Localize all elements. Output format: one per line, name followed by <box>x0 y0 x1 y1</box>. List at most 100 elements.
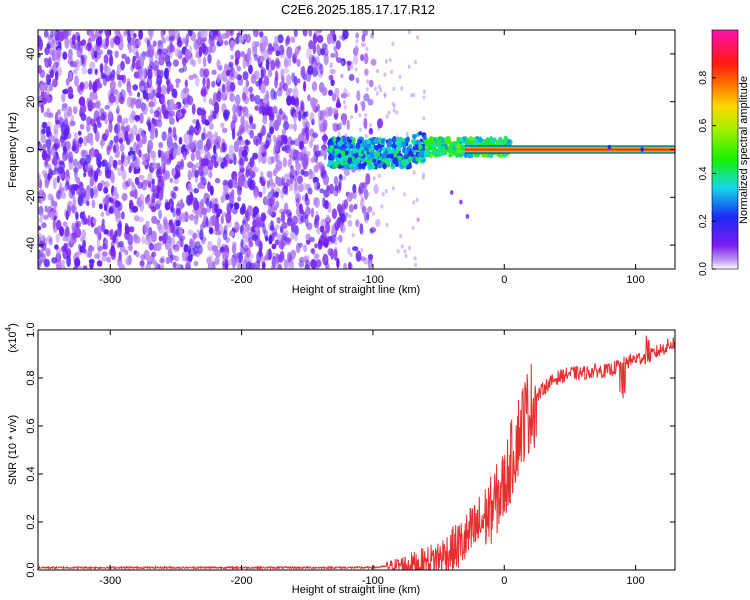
spectrogram-noise-cell <box>391 41 395 46</box>
spectrogram-noise-cell <box>208 171 213 179</box>
spectrogram-noise-cell <box>221 69 228 82</box>
spectrogram-signal-cell <box>367 139 371 145</box>
spectrogram-noise-cell <box>119 143 125 152</box>
spectrogram-signal-cell <box>459 137 464 143</box>
spectrogram-noise-cell <box>355 249 359 254</box>
spectrogram-signal-cell <box>507 138 512 145</box>
spectrogram-noise-cell <box>308 57 315 66</box>
spectrogram-noise-cell <box>368 79 374 88</box>
spectrogram-noise-cell <box>194 169 199 178</box>
spectrogram-noise-cell <box>214 177 221 184</box>
spectrogram-noise-cell <box>328 183 335 195</box>
spectrogram-noise-cell <box>220 215 224 225</box>
spectrogram-noise-cell <box>126 81 132 93</box>
spectrogram-noise-cell <box>280 239 284 251</box>
spectrogram-noise-cell <box>147 196 152 209</box>
spectrogram-noise-cell <box>110 172 115 184</box>
spectrogram-noise-cell <box>67 106 73 117</box>
spectrogram-noise-cell <box>73 68 78 75</box>
spectrogram-noise-cell <box>237 196 242 202</box>
spectrogram-noise-cell <box>217 87 222 100</box>
spectrogram-noise-cell <box>321 109 328 116</box>
spectrogram-noise-cell <box>358 113 362 118</box>
spectrogram-noise-cell <box>227 258 234 266</box>
spectrogram-noise-cell <box>333 34 337 42</box>
spectrogram-noise-cell <box>246 50 251 58</box>
spectrogram-noise-cell <box>321 43 328 50</box>
spectrogram-noise-cell <box>60 259 66 267</box>
spectrogram-noise-cell <box>295 193 301 204</box>
spectrogram-noise-cell <box>112 159 118 169</box>
spectrogram-noise-cell <box>287 56 292 67</box>
figure-title: C2E6.2025.185.17.17.R12 <box>281 2 435 17</box>
spectrogram-noise-cell <box>115 133 120 143</box>
spectrogram-noise-cell <box>400 244 404 249</box>
spectrogram-noise-cell <box>248 115 254 125</box>
spectrogram-noise-cell <box>249 93 255 102</box>
spectrogram-signal-cell <box>327 147 333 152</box>
spectrogram-noise-cell <box>156 69 161 79</box>
spectrogram-noise-cell <box>272 231 279 238</box>
spectrogram-noise-cell <box>338 35 342 40</box>
spectrogram-noise-cell <box>101 218 105 225</box>
spectrogram-signal-cell <box>467 152 473 159</box>
spectrogram-noise-cell <box>74 257 81 268</box>
spectrogram-noise-cell <box>317 34 324 44</box>
spectrogram-noise-cell <box>118 137 123 144</box>
snr-y-scale-exponent: 4 <box>4 326 13 331</box>
spectrogram-noise-cell <box>340 92 348 99</box>
spectrogram-noise-cell <box>329 62 333 69</box>
spectrogram-noise-cell <box>396 249 400 254</box>
spectrogram-noise-cell <box>203 163 209 176</box>
spectrogram-noise-cell <box>234 104 241 114</box>
spectrogram-noise-cell <box>367 253 374 261</box>
x-tick-label: -100 <box>362 274 384 286</box>
spectrogram-noise-cell <box>365 47 369 52</box>
y-tick-label: 0.8 <box>25 370 37 385</box>
spectrogram-noise-cell <box>66 200 73 212</box>
spectrogram-noise-cell <box>295 242 301 254</box>
spectrogram-noise-cell <box>193 245 199 255</box>
spectrogram-noise-cell <box>302 158 308 166</box>
spectrogram-noise-cell <box>212 247 218 256</box>
spectrogram-noise-cell <box>314 253 320 259</box>
spectrogram-noise-cell <box>134 157 141 170</box>
spectrogram-noise-cell <box>151 206 157 213</box>
spectrogram-noise-cell <box>281 128 287 135</box>
spectrogram-noise-cell <box>151 161 157 171</box>
spectrogram-noise-cell <box>65 77 70 87</box>
spectrogram-signal-cell <box>401 160 406 166</box>
spectrogram-noise-cell <box>390 69 394 75</box>
spectrogram-noise-cell <box>207 115 213 123</box>
spectrogram-noise-cell <box>220 122 225 129</box>
spectrogram-noise-cell <box>151 260 158 265</box>
spectrogram-noise-cell <box>305 205 310 216</box>
spectrogram-noise-cell <box>412 200 416 205</box>
spectrogram-noise-cell <box>94 100 100 109</box>
spectrogram-signal-cell <box>335 136 341 143</box>
spectrogram-noise-cell <box>127 245 133 251</box>
spectrogram-noise-cell <box>276 87 283 97</box>
spectrogram-noise-cell <box>238 30 244 34</box>
spectrogram-signal-cell <box>485 138 490 145</box>
spectrogram-noise-cell <box>352 183 357 194</box>
spectrogram-noise-cell <box>332 93 337 102</box>
spectrogram-noise-cell <box>195 149 201 160</box>
x-tick-label: 0 <box>501 575 507 587</box>
spectrogram-noise-cell <box>41 121 48 129</box>
spectrogram-noise-cell <box>286 35 291 45</box>
spectrogram-noise-cell <box>403 192 407 197</box>
spectrogram-noise-cell <box>369 227 377 233</box>
spectrogram-noise-cell <box>293 185 300 196</box>
spectrogram-noise-cell <box>155 162 160 170</box>
spectrogram-noise-cell <box>312 98 319 105</box>
spectrogram-noise-cell <box>207 53 212 64</box>
spectrogram-signal-cell <box>463 152 469 158</box>
spectrogram-noise-cell <box>76 84 83 93</box>
spectrogram-noise-cell <box>74 75 79 87</box>
spectrogram-noise-cell <box>43 258 50 268</box>
spectrogram-noise-cell <box>229 93 236 103</box>
spectrogram-noise-cell <box>364 112 368 118</box>
spectrogram-noise-cell <box>416 217 420 223</box>
spectrogram-noise-cell <box>214 256 220 266</box>
